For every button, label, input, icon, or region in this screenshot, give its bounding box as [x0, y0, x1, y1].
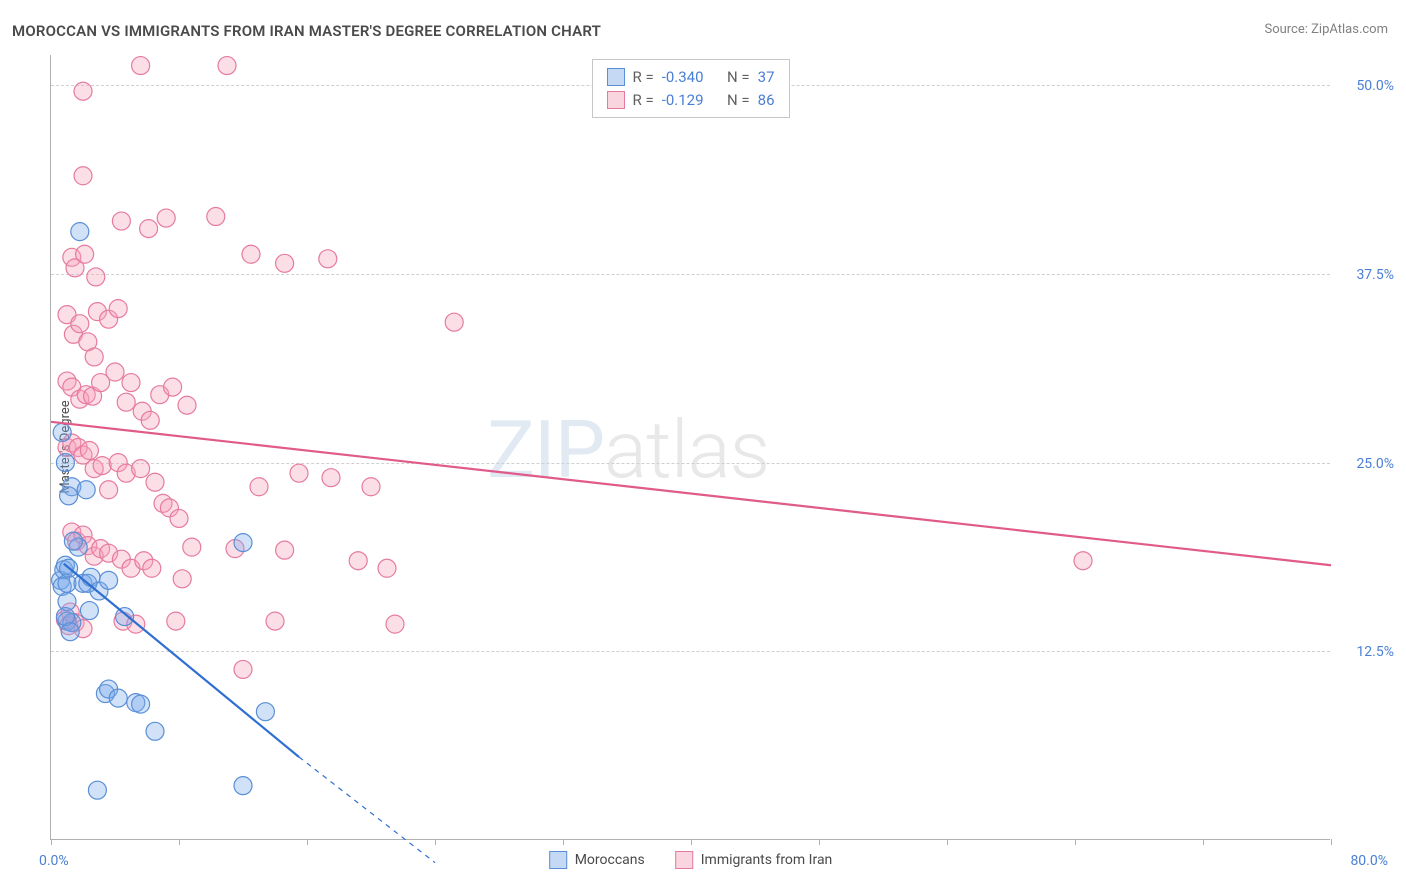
correlation-chart: MOROCCAN VS IMMIGRANTS FROM IRAN MASTER'… [0, 0, 1406, 892]
data-point [242, 245, 260, 263]
data-point [183, 538, 201, 556]
data-point [109, 300, 127, 318]
data-point [349, 552, 367, 570]
chart-title: MOROCCAN VS IMMIGRANTS FROM IRAN MASTER'… [12, 22, 601, 40]
stat-r-value-1: -0.340 [662, 66, 704, 89]
data-point [80, 442, 98, 460]
data-point [234, 660, 252, 678]
data-point [122, 374, 140, 392]
stat-r-label-1: R = [632, 66, 653, 89]
data-point [140, 220, 158, 238]
stats-row-1: R = -0.340 N = 37 [606, 66, 774, 89]
swatch-pink [606, 91, 624, 109]
bottom-legend: Moroccans Immigrants from Iran [549, 851, 833, 869]
data-point [173, 570, 191, 588]
data-point [117, 393, 135, 411]
data-point [157, 209, 175, 227]
data-point [71, 223, 89, 241]
data-point [1074, 552, 1092, 570]
x-max-label: 80.0% [1350, 853, 1388, 869]
data-point [386, 615, 404, 633]
data-point [74, 167, 92, 185]
stats-legend: R = -0.340 N = 37 R = -0.129 N = 86 [591, 59, 789, 118]
data-point [234, 777, 252, 795]
legend-item-1: Moroccans [549, 851, 645, 869]
source-label: Source: ZipAtlas.com [1264, 22, 1388, 37]
data-point [322, 469, 340, 487]
data-point [276, 254, 294, 272]
stat-r-value-2: -0.129 [662, 89, 704, 112]
data-point [319, 250, 337, 268]
data-point [100, 571, 118, 589]
data-point [71, 315, 89, 333]
data-point [109, 689, 127, 707]
data-point [61, 623, 79, 641]
x-origin-label: 0.0% [39, 853, 69, 869]
data-point [178, 396, 196, 414]
data-point [250, 478, 268, 496]
stat-n-value-1: 37 [758, 66, 775, 89]
data-point [88, 781, 106, 799]
data-point [445, 313, 463, 331]
data-point [146, 722, 164, 740]
swatch-blue [606, 68, 624, 86]
data-point [234, 534, 252, 552]
data-point [74, 82, 92, 100]
data-point [53, 423, 71, 441]
stat-n-label-1: N = [727, 66, 750, 89]
data-point [87, 268, 105, 286]
data-point [276, 541, 294, 559]
data-point [207, 208, 225, 226]
data-point [378, 559, 396, 577]
data-point [77, 481, 95, 499]
stat-n-value-2: 86 [758, 89, 775, 112]
legend-item-2: Immigrants from Iran [675, 851, 833, 869]
regression-line-dashed [299, 757, 435, 863]
data-point [218, 57, 236, 75]
data-point [167, 612, 185, 630]
data-point [100, 481, 118, 499]
data-point [80, 602, 98, 620]
data-point [256, 703, 274, 721]
data-point [132, 695, 150, 713]
data-point [116, 608, 134, 626]
data-point [64, 532, 82, 550]
plot-area: Master's Degree ZIPatlas 12.5%25.0%37.5%… [50, 55, 1330, 840]
data-point [164, 378, 182, 396]
data-point [106, 363, 124, 381]
legend-label-1: Moroccans [575, 852, 645, 868]
data-point [146, 473, 164, 491]
data-point [141, 411, 159, 429]
data-point [112, 212, 130, 230]
legend-swatch-blue [549, 851, 567, 869]
data-point [85, 348, 103, 366]
data-point [56, 454, 74, 472]
data-layer [51, 55, 1330, 839]
data-point [170, 509, 188, 527]
stat-r-label-2: R = [632, 89, 653, 112]
legend-swatch-pink [675, 851, 693, 869]
stats-row-2: R = -0.129 N = 86 [606, 89, 774, 112]
data-point [143, 559, 161, 577]
stat-n-label-2: N = [727, 89, 750, 112]
y-tick-label: 50.0% [1356, 78, 1394, 94]
data-point [132, 57, 150, 75]
y-tick-label: 37.5% [1356, 267, 1394, 283]
data-point [76, 245, 94, 263]
y-tick-label: 12.5% [1356, 644, 1394, 660]
data-point [266, 612, 284, 630]
data-point [290, 464, 308, 482]
data-point [362, 478, 380, 496]
data-point [60, 487, 78, 505]
data-point [132, 460, 150, 478]
y-tick-label: 25.0% [1356, 456, 1394, 472]
legend-label-2: Immigrants from Iran [701, 852, 833, 868]
data-point [93, 457, 111, 475]
regression-line [64, 564, 299, 757]
